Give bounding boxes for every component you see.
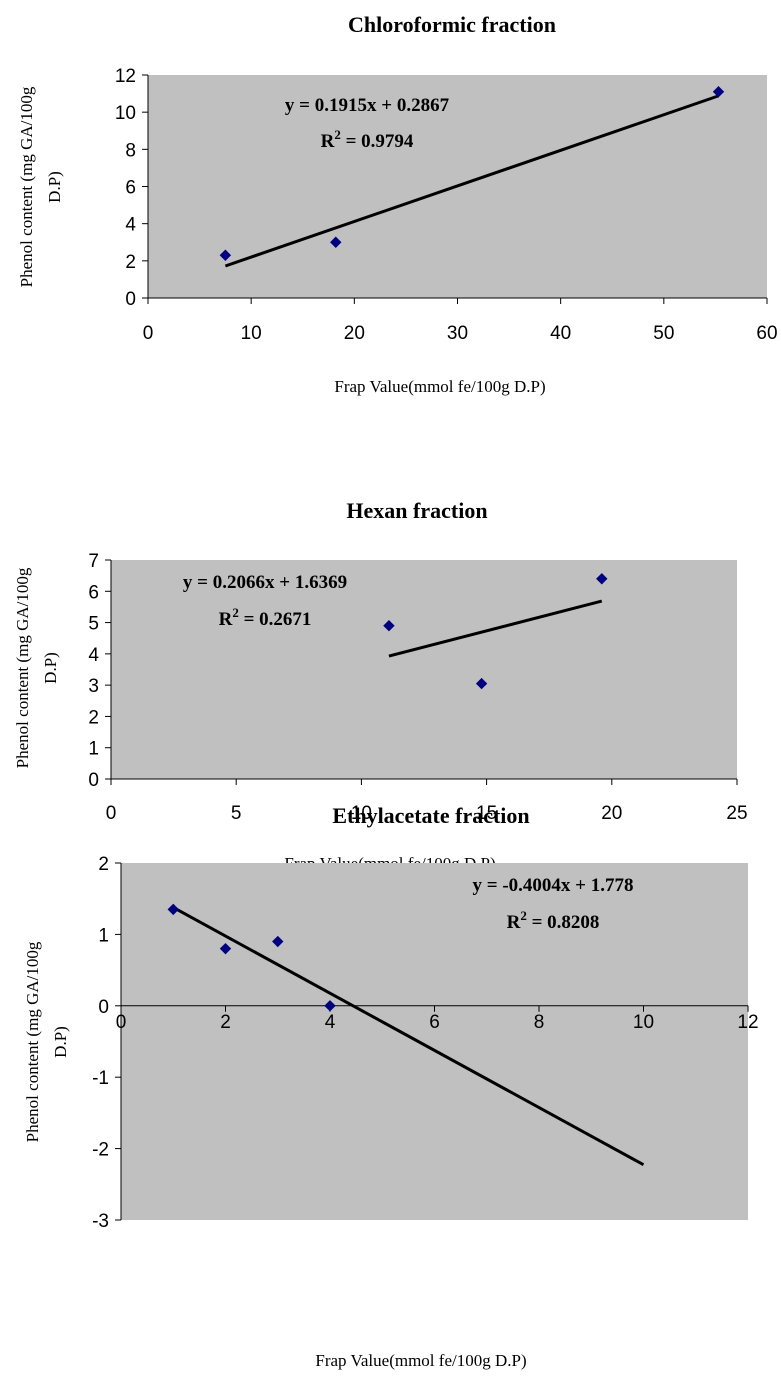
chart-title: Hexan fraction bbox=[346, 498, 487, 523]
x-tick-label: 25 bbox=[726, 803, 747, 824]
y-tick-label: 4 bbox=[88, 645, 99, 666]
y-tick-label: -3 bbox=[92, 1211, 109, 1232]
x-tick-label: 6 bbox=[429, 1012, 440, 1033]
y-tick-label: 0 bbox=[98, 997, 109, 1018]
y-tick-label: 10 bbox=[115, 103, 136, 124]
y-tick-label: 1 bbox=[88, 739, 99, 760]
x-tick-label: 20 bbox=[344, 323, 365, 344]
y-tick-label: 0 bbox=[88, 770, 99, 791]
y-tick-label: 2 bbox=[125, 252, 136, 273]
y-tick-label: -1 bbox=[92, 1068, 109, 1089]
y-tick-label: 3 bbox=[88, 676, 99, 697]
y-tick-label: 1 bbox=[98, 925, 109, 946]
x-axis-label: Frap Value(mmol fe/100g D.P) bbox=[315, 1351, 526, 1370]
y-tick-label: 2 bbox=[88, 707, 99, 728]
x-axis-label: Frap Value(mmol fe/100g D.P) bbox=[334, 377, 545, 396]
y-tick-label: 8 bbox=[125, 140, 136, 161]
chart-title: Chloroformic fraction bbox=[348, 12, 556, 37]
trendline-equation: y = -0.4004x + 1.778 bbox=[473, 875, 634, 896]
chart-title: Ethylacetate fraction bbox=[332, 803, 529, 828]
y-tick-label: 12 bbox=[115, 66, 136, 87]
chart-1: Chloroformic fraction 0 2 4 6 8 10 12 0 10 20 30 40 5… bbox=[17, 12, 778, 396]
x-tick-label: 2 bbox=[220, 1012, 231, 1033]
x-tick-label: 20 bbox=[601, 803, 622, 824]
x-tick-label: 30 bbox=[447, 323, 468, 344]
trendline-equation: y = 0.1915x + 0.2867 bbox=[285, 95, 450, 116]
y-tick-label: 0 bbox=[125, 289, 136, 310]
y-axis-label: Phenol content (mg GA/100g D.P) bbox=[17, 86, 64, 287]
x-tick-label: 10 bbox=[633, 1012, 654, 1033]
x-tick-label: 12 bbox=[737, 1012, 758, 1033]
x-tick-label: 60 bbox=[756, 323, 777, 344]
y-tick-label: -2 bbox=[92, 1140, 109, 1161]
x-tick-label: 0 bbox=[116, 1012, 127, 1033]
y-tick-label: 6 bbox=[88, 582, 99, 603]
x-tick-label: 50 bbox=[653, 323, 674, 344]
y-axis-label: Phenol content (mg GA/100g D.P) bbox=[13, 567, 60, 768]
y-tick-label: 2 bbox=[98, 854, 109, 875]
y-tick-label: 5 bbox=[88, 614, 99, 635]
y-tick-label: 4 bbox=[125, 215, 136, 236]
x-tick-label: 40 bbox=[550, 323, 571, 344]
x-tick-label: 0 bbox=[143, 323, 154, 344]
plot-area bbox=[121, 863, 748, 1220]
y-tick-label: 7 bbox=[88, 551, 99, 572]
y-axis-label: Phenol content (mg GA/100g D.P) bbox=[23, 941, 70, 1142]
x-tick-label: 10 bbox=[241, 323, 262, 344]
x-tick-label: 5 bbox=[231, 803, 242, 824]
x-tick-label: 4 bbox=[325, 1012, 336, 1033]
trendline-equation: y = 0.2066x + 1.6369 bbox=[183, 572, 347, 593]
y-tick-label: 6 bbox=[125, 178, 136, 199]
x-tick-label: 8 bbox=[534, 1012, 545, 1033]
x-tick-label: 0 bbox=[106, 803, 117, 824]
